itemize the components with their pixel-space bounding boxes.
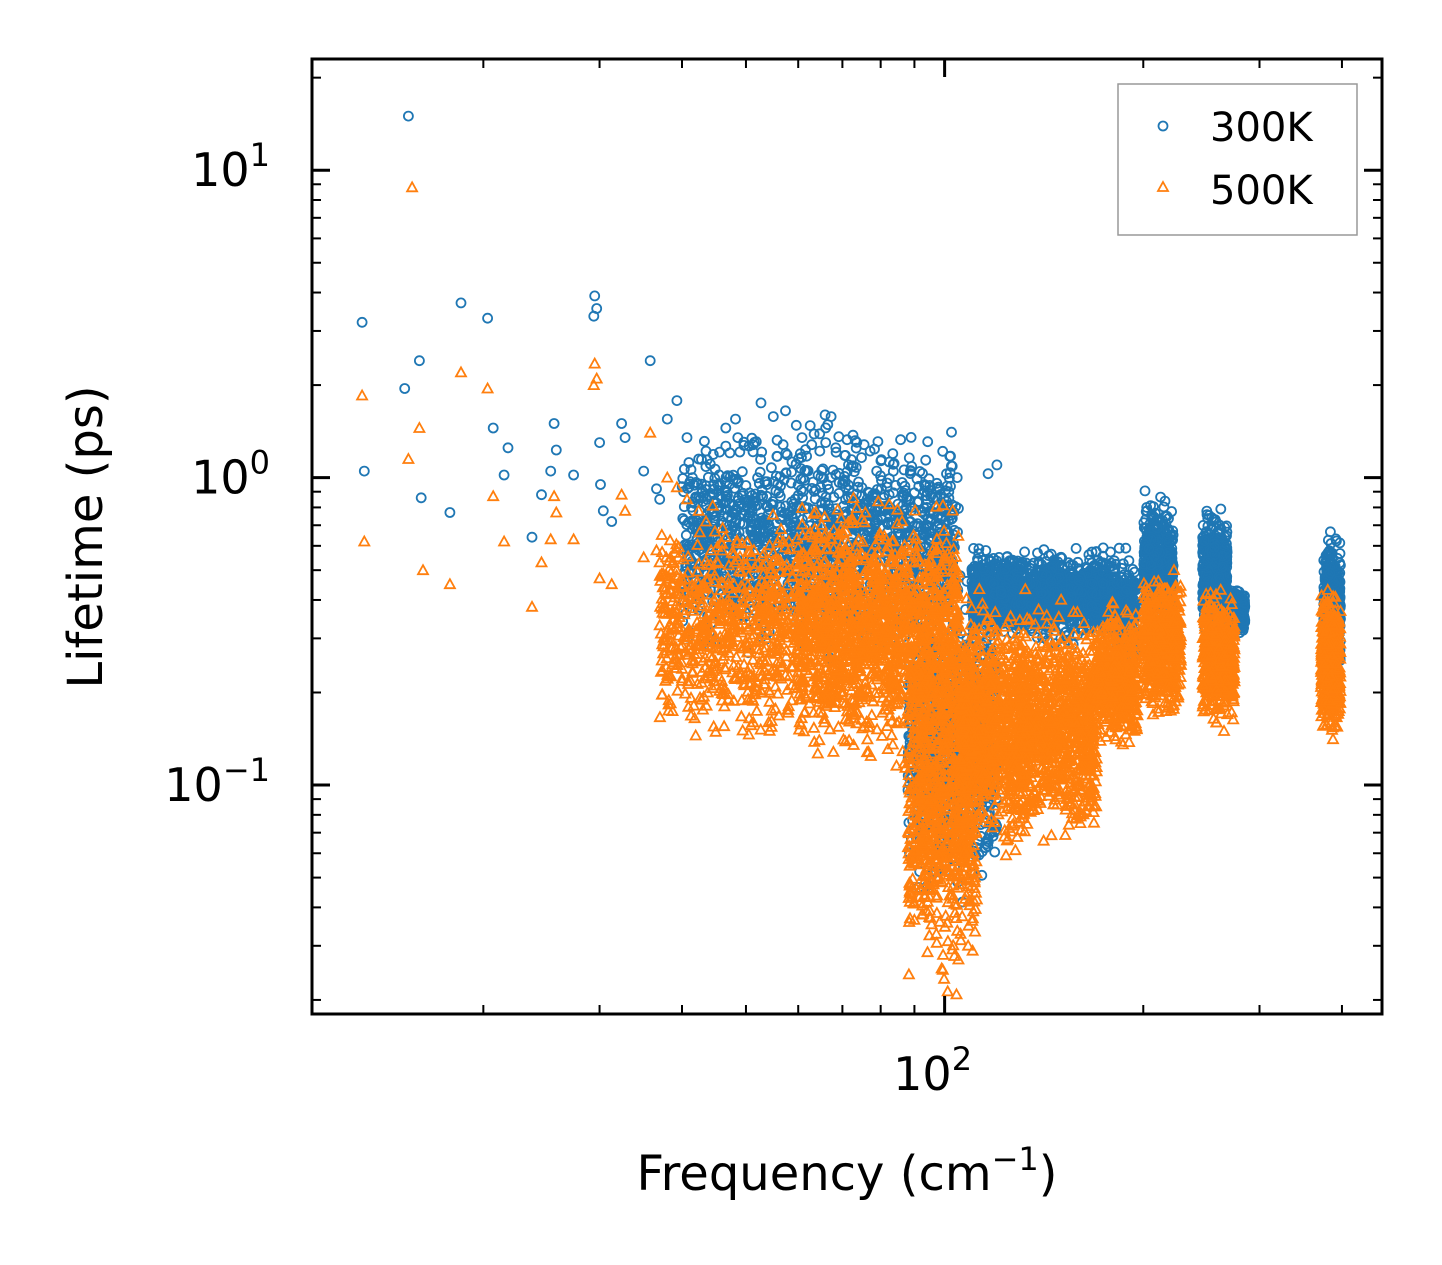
point-300k: [828, 491, 840, 503]
point-300k: [946, 460, 957, 472]
point-300k: [811, 520, 823, 532]
point-300k: [917, 467, 928, 479]
point-300k: [816, 465, 828, 476]
point-300k: [683, 457, 695, 468]
point-300k: [946, 426, 957, 438]
point-300k: [1120, 542, 1132, 554]
point-300k: [945, 480, 956, 492]
point-300k: [736, 466, 748, 478]
point-300k: [888, 457, 900, 469]
point-300k: [700, 461, 712, 473]
point-300k: [1019, 546, 1030, 558]
point-300k: [920, 454, 932, 466]
point-300k: [753, 477, 765, 489]
point-300k: [814, 428, 826, 440]
point-300k: [1070, 543, 1082, 554]
point-300k: [678, 515, 690, 526]
point-300k: [771, 450, 783, 462]
point-300k: [852, 481, 864, 493]
point-300k: [714, 446, 725, 458]
point-300k: [1139, 485, 1151, 497]
point-300k: [903, 452, 915, 464]
point-300k: [856, 452, 867, 464]
point-300k: [786, 466, 797, 478]
point-300k: [808, 428, 820, 440]
point-300k: [895, 434, 906, 446]
point-300k: [856, 482, 868, 494]
point-300k: [922, 436, 934, 448]
point-300k: [699, 435, 710, 447]
point-300k: [887, 448, 899, 460]
point-300k: [793, 521, 805, 532]
point-300k: [911, 473, 923, 485]
point-300k: [821, 479, 833, 491]
point-300k: [900, 485, 911, 496]
point-300k: [924, 479, 936, 491]
point-300k: [720, 471, 732, 483]
point-300k: [905, 431, 917, 443]
point-300k: [937, 445, 949, 457]
point-300k: [1215, 503, 1227, 515]
point-300k: [951, 472, 963, 484]
point-300k: [748, 518, 760, 530]
point-300k: [766, 462, 777, 474]
point-300k: [754, 466, 766, 478]
point-300k: [820, 422, 832, 434]
point-300k: [853, 476, 864, 488]
point-300k: [869, 515, 881, 526]
point-300k: [680, 529, 692, 541]
point-300k: [755, 453, 766, 465]
point-300k: [820, 437, 832, 449]
point-300k: [720, 440, 732, 452]
point-300k: [815, 471, 827, 483]
point-300k: [685, 464, 697, 476]
point-300k: [781, 449, 793, 461]
point-300k: [804, 420, 816, 432]
point-300k: [678, 501, 690, 513]
